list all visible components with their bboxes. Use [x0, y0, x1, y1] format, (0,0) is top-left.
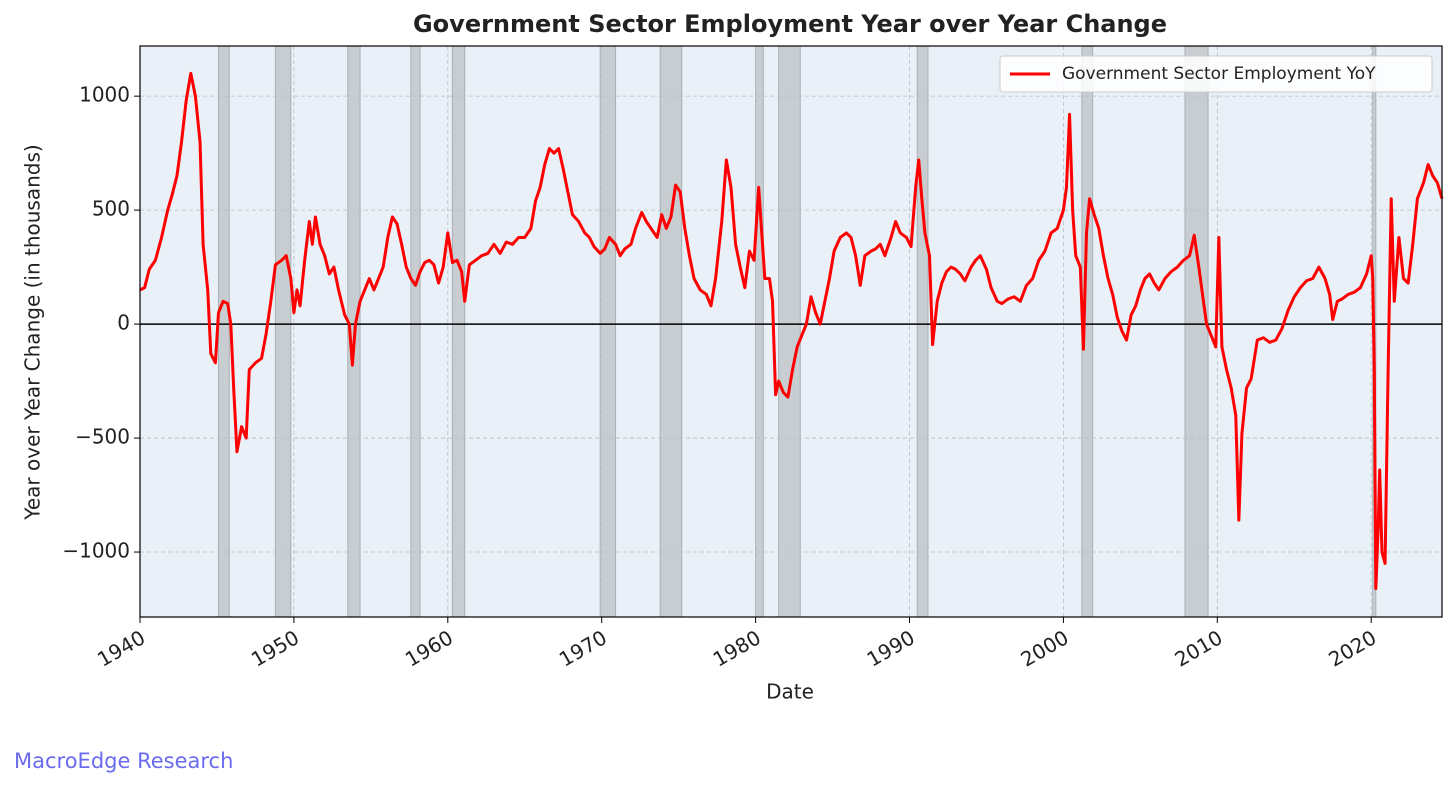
x-tick-label: 1940 [93, 625, 149, 671]
x-tick-label: 1990 [863, 625, 919, 671]
x-tick-label: 2000 [1017, 625, 1073, 671]
recession-band [659, 45, 683, 618]
y-axis-label: Year over Year Change (in thousands) [21, 144, 45, 520]
legend-label: Government Sector Employment YoY [1062, 64, 1376, 84]
legend-box [999, 55, 1433, 93]
legend: Government Sector Employment YoY [999, 55, 1433, 93]
chart-title: Government Sector Employment Year over Y… [413, 10, 1167, 38]
recession-band [451, 45, 466, 618]
y-tick-label: −1000 [62, 539, 130, 563]
y-tick-label: −500 [75, 425, 130, 449]
x-tick-label: 2010 [1170, 625, 1226, 671]
data-line [139, 71, 1444, 591]
x-tick-label: 1950 [247, 625, 303, 671]
recession-band [916, 45, 929, 618]
recession-band [755, 45, 764, 618]
x-tick-label: 1970 [555, 625, 611, 671]
recession-band [778, 45, 801, 618]
y-tick-label: 1000 [79, 83, 130, 107]
recession-band [599, 45, 617, 618]
x-axis-label: Date [766, 680, 814, 704]
y-tick-label: 0 [117, 311, 130, 335]
plot-frame [139, 45, 1443, 618]
y-tick-label: 500 [92, 197, 130, 221]
x-tick-label: 2020 [1324, 625, 1380, 671]
watermark: MacroEdge Research [14, 749, 233, 773]
x-tick-label: 1980 [709, 625, 765, 671]
recession-band [274, 45, 292, 618]
recession-band [217, 45, 230, 618]
recession-band [1184, 45, 1209, 618]
x-tick-label: 1960 [401, 625, 457, 671]
recession-band [410, 45, 421, 618]
